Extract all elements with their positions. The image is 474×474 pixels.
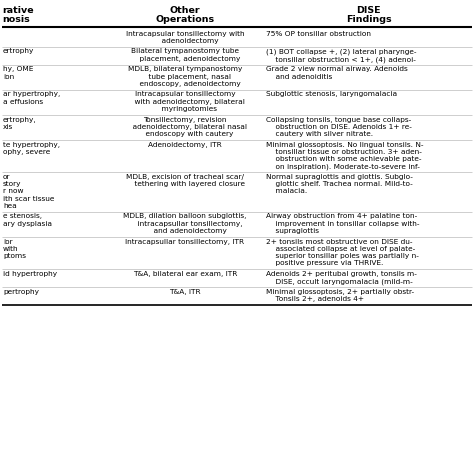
Text: Other: Other xyxy=(170,6,201,15)
Text: Intracapsular tonsillectomy
    with adenoidectomy, bilateral
    myringotomies: Intracapsular tonsillectomy with adenoid… xyxy=(125,91,245,112)
Text: Operations: Operations xyxy=(155,15,215,24)
Text: ertrophy: ertrophy xyxy=(3,48,35,55)
Text: hy, OME
ion: hy, OME ion xyxy=(3,66,33,80)
Text: Airway obstruction from 4+ palatine ton-
    improvement in tonsillar collapse w: Airway obstruction from 4+ palatine ton-… xyxy=(266,213,419,234)
Text: te hypertrophy,
ophy, severe: te hypertrophy, ophy, severe xyxy=(3,142,60,155)
Text: 75% OP tonsillar obstruction: 75% OP tonsillar obstruction xyxy=(266,30,371,36)
Text: Adenoids 2+ peritubal growth, tonsils m-
    DISE, occult laryngomalacia (mild-m: Adenoids 2+ peritubal growth, tonsils m-… xyxy=(266,271,417,284)
Text: nosis: nosis xyxy=(2,15,30,24)
Text: MDLB, excision of tracheal scar/
    tethering with layered closure: MDLB, excision of tracheal scar/ tetheri… xyxy=(125,174,245,187)
Text: Grade 2 view normal airway. Adenoids
    and adenoiditis: Grade 2 view normal airway. Adenoids and… xyxy=(266,66,408,80)
Text: Minimal glossoptosis. No lingual tonsils. N-
    tonsillar tissue or obstruction: Minimal glossoptosis. No lingual tonsils… xyxy=(266,142,423,170)
Text: MDLB, dilation balloon subglottis,
    intracapsullar tonsillectomy,
    and ade: MDLB, dilation balloon subglottis, intra… xyxy=(123,213,246,234)
Text: Subglottic stenosis, laryngomalacia: Subglottic stenosis, laryngomalacia xyxy=(266,91,397,97)
Text: Findings: Findings xyxy=(346,15,392,24)
Text: rative: rative xyxy=(2,6,34,15)
Text: pertrophy: pertrophy xyxy=(3,289,39,295)
Text: Intracapsullar tonsillectomy, ITR: Intracapsullar tonsillectomy, ITR xyxy=(126,238,245,245)
Text: Adenoidectomy, ITR: Adenoidectomy, ITR xyxy=(148,142,222,147)
Text: ar hypertrophy,
a effusions: ar hypertrophy, a effusions xyxy=(3,91,60,105)
Text: MDLB, bilateral tympanostomy
    tube placement, nasal
    endoscopy, adenoidect: MDLB, bilateral tympanostomy tube placem… xyxy=(128,66,242,87)
Text: T&A, bilateral ear exam, ITR: T&A, bilateral ear exam, ITR xyxy=(133,271,237,277)
Text: Normal supraglottis and glottis. Subglo-
    glottic shelf. Trachea normal. Mild: Normal supraglottis and glottis. Subglo-… xyxy=(266,174,413,194)
Text: Tonsillectomy, revision
    adenoidectomy, bilateral nasal
    endoscopy with ca: Tonsillectomy, revision adenoidectomy, b… xyxy=(123,117,247,137)
Text: Collapsing tonsils, tongue base collaps-
    obstruction on DISE. Adenoids 1+ re: Collapsing tonsils, tongue base collaps-… xyxy=(266,117,412,137)
Text: e stenosis,
ary dysplasia: e stenosis, ary dysplasia xyxy=(3,213,52,227)
Text: Bilateral tympanostomy tube
    placement, adenoidectomy: Bilateral tympanostomy tube placement, a… xyxy=(130,48,240,62)
Text: T&A, ITR: T&A, ITR xyxy=(169,289,201,295)
Text: (1) BOT collapse +, (2) lateral pharynge-
    tonsillar obstruction < 1+, (4) ad: (1) BOT collapse +, (2) lateral pharynge… xyxy=(266,48,417,63)
Text: ior
with
ptoms: ior with ptoms xyxy=(3,238,26,259)
Text: 2+ tonsils most obstructive on DISE du-
    associated collapse at level of pala: 2+ tonsils most obstructive on DISE du- … xyxy=(266,238,419,266)
Text: Intracapsular tonsillectomy with
    adenoidectomy: Intracapsular tonsillectomy with adenoid… xyxy=(126,30,244,44)
Text: id hypertrophy: id hypertrophy xyxy=(3,271,57,277)
Text: Minimal glossoptosis, 2+ partially obstr-
    Tonsils 2+, adenoids 4+: Minimal glossoptosis, 2+ partially obstr… xyxy=(266,289,414,302)
Text: ertrophy,
xis: ertrophy, xis xyxy=(3,117,36,130)
Text: or
story
r now
ith scar tissue
hea: or story r now ith scar tissue hea xyxy=(3,174,55,209)
Text: DISE: DISE xyxy=(356,6,381,15)
